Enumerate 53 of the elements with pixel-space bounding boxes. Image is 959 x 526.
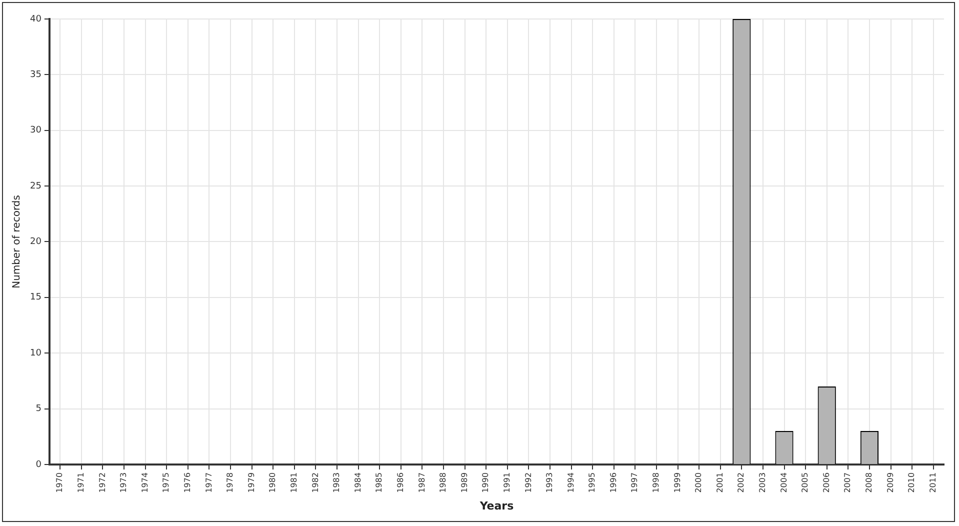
x-tick-label: 1996 — [608, 472, 618, 493]
x-tick-label: 1983 — [332, 472, 342, 493]
x-tick-label: 2002 — [736, 472, 746, 493]
y-tick-label: 0 — [36, 460, 42, 470]
x-tick-label: 1985 — [374, 472, 384, 493]
x-tick-label: 1979 — [246, 472, 256, 493]
x-axis-title: Years — [478, 499, 514, 512]
x-tick-label: 1971 — [76, 472, 86, 493]
x-tick-label: 2003 — [758, 472, 768, 493]
x-tick-label: 1988 — [438, 472, 448, 493]
x-tick-label: 2011 — [928, 472, 938, 493]
y-tick-label: 20 — [30, 237, 42, 248]
x-tick-label: 1992 — [524, 472, 533, 493]
y-tick-label: 15 — [30, 292, 42, 303]
x-tick-label: 2004 — [779, 472, 788, 493]
x-tick-label: 1982 — [310, 472, 320, 493]
y-tick-label: 25 — [30, 181, 42, 192]
x-tick-label: 1990 — [481, 472, 490, 493]
y-tick-label: 40 — [30, 14, 42, 24]
x-tick-label: 1999 — [672, 472, 682, 493]
y-tick-label: 10 — [30, 348, 42, 358]
x-tick-label: 1972 — [98, 472, 107, 493]
y-tick-label: 5 — [36, 404, 42, 414]
x-tick-label: 1978 — [226, 472, 235, 493]
y-axis-title: Number of records — [12, 195, 23, 288]
x-tick-label: 1981 — [289, 472, 298, 493]
x-tick-label: 2006 — [822, 472, 831, 493]
x-tick-label: 1974 — [140, 472, 150, 493]
x-tick-label: 1989 — [460, 472, 469, 493]
x-tick-label: 1973 — [119, 472, 128, 493]
x-tick-label: 1995 — [588, 472, 597, 493]
x-tick-label: 1994 — [566, 472, 576, 493]
x-tick-label: 1970 — [55, 472, 64, 493]
x-tick-label: 1993 — [545, 472, 554, 493]
x-tick-label: 1984 — [353, 472, 362, 493]
x-tick-label: 1991 — [502, 472, 512, 493]
x-tick-label: 2010 — [907, 472, 916, 493]
x-tick-label: 1976 — [182, 472, 192, 493]
y-tick-label: 30 — [30, 126, 42, 136]
y-tick-label: 35 — [30, 70, 42, 80]
x-tick-label: 2009 — [886, 472, 895, 493]
x-tick-label: 2007 — [843, 472, 852, 493]
x-tick-label: 1986 — [396, 472, 405, 493]
x-tick-label: 1975 — [162, 472, 171, 493]
x-tick-label: 2001 — [715, 472, 724, 493]
x-tick-label: 1977 — [204, 472, 214, 493]
x-tick-label: 2000 — [694, 472, 704, 493]
x-tick-label: 1997 — [630, 472, 640, 493]
x-tick-label: 1998 — [652, 472, 661, 493]
x-tick-label: 2005 — [800, 472, 810, 493]
x-tick-label: 2008 — [864, 472, 874, 493]
x-tick-label: 1980 — [268, 472, 278, 493]
x-tick-label: 1987 — [417, 472, 426, 493]
